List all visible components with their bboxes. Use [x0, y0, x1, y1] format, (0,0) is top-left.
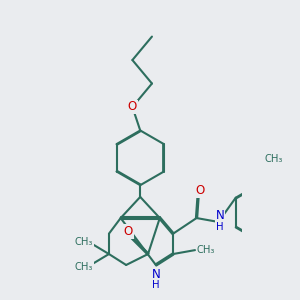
Text: CH₃: CH₃ — [75, 236, 93, 247]
Text: CH₃: CH₃ — [75, 262, 93, 272]
Text: H: H — [216, 222, 224, 233]
Text: N: N — [152, 268, 160, 281]
Text: N: N — [216, 209, 224, 222]
Text: H: H — [152, 280, 160, 290]
Text: O: O — [124, 225, 133, 238]
Text: CH₃: CH₃ — [197, 245, 215, 255]
Text: CH₃: CH₃ — [265, 154, 283, 164]
Text: O: O — [128, 100, 137, 113]
Text: O: O — [195, 184, 204, 197]
